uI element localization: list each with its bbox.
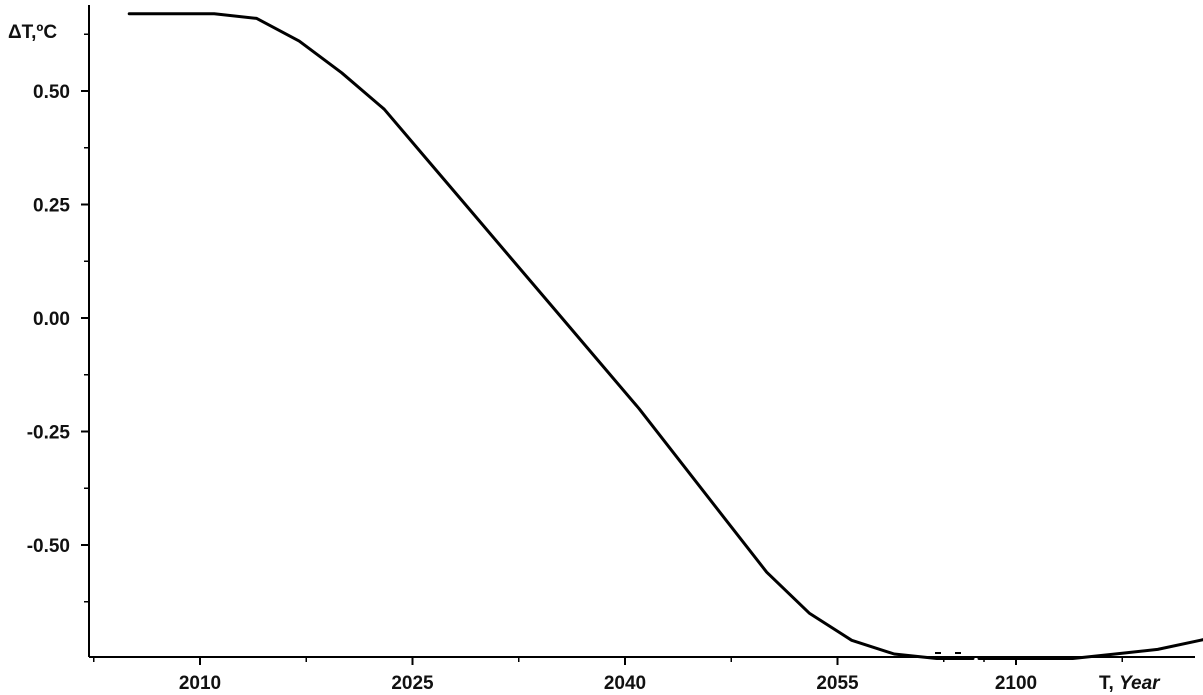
y-tick-label: -0.25 bbox=[27, 423, 71, 444]
y-tick-label: 0.25 bbox=[33, 196, 70, 217]
x-axis-ticks: 2010 2025 2040 2055 2100 bbox=[92, 657, 1124, 694]
x-tick-label: 2010 bbox=[179, 673, 221, 694]
x-tick-label: 2025 bbox=[391, 673, 434, 694]
x-tick-label: 2100 bbox=[995, 673, 1037, 694]
x-tick-label: 2040 bbox=[604, 673, 646, 694]
plot-area: 0.500.250.00-0.25-0.50 2010 2025 2040 2055 2… bbox=[27, 5, 1203, 694]
y-tick-label: 0.50 bbox=[33, 82, 70, 103]
y-tick-label: 0.00 bbox=[33, 309, 70, 330]
y-axis-ticks: 0.50 0.25 0.00 -0.25 -0.50 bbox=[27, 33, 89, 603]
temperature-anomaly-line bbox=[127, 12, 967, 660]
x-tick-label: 2055 bbox=[816, 673, 859, 694]
y-tick-label: -0.50 bbox=[27, 536, 70, 557]
temperature-anomaly-line bbox=[986, 638, 1203, 660]
y-axis-title: ΔT,ºC bbox=[8, 22, 57, 43]
x-axis-title-italic: Year bbox=[1119, 673, 1161, 694]
x-axis-title-prefix: T, bbox=[1099, 673, 1119, 694]
series-group bbox=[127, 12, 1203, 660]
x-axis-title: T, Year bbox=[1099, 673, 1161, 694]
